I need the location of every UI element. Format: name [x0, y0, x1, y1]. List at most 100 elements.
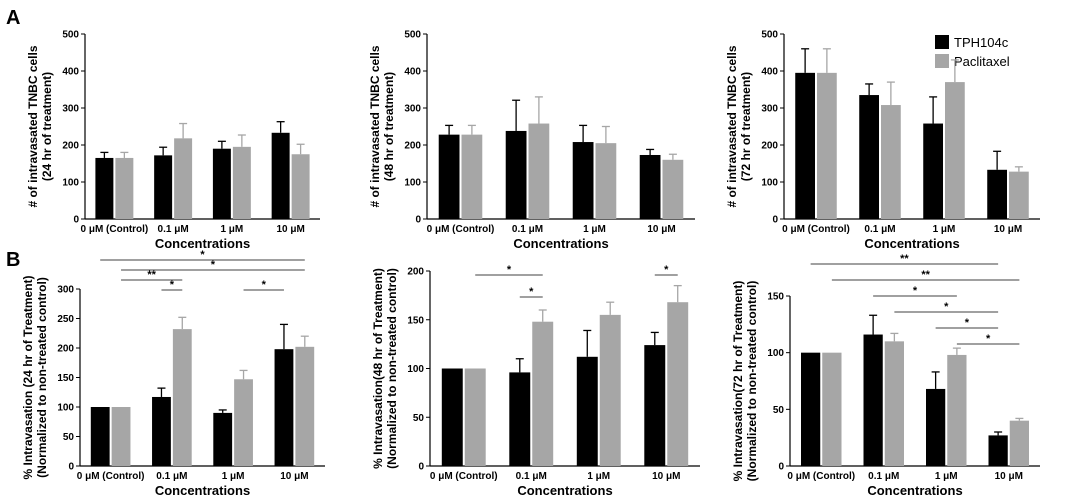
y-tick-label: 200 — [761, 141, 778, 152]
x-tick-label: 0 μM (Control) — [80, 224, 148, 235]
x-tick-label: 0.1 μM — [516, 471, 547, 482]
bar-tph104c-0 — [441, 368, 463, 466]
bar-paclitaxel-0 — [111, 407, 131, 466]
bar-paclitaxel-3 — [291, 154, 310, 219]
legend-swatch-paclitaxel — [935, 54, 949, 68]
y-axis-label: (48 hr of treatment) — [382, 72, 396, 181]
significance-label: * — [170, 279, 175, 291]
bar-tph104c-2 — [572, 142, 594, 219]
y-tick-label: 300 — [761, 104, 778, 115]
bar-tph104c-3 — [987, 169, 1007, 219]
bar-paclitaxel-1 — [172, 329, 192, 466]
bar-tph104c-2 — [923, 123, 943, 219]
significance-label: ** — [147, 269, 156, 281]
y-axis-label: # of intravasated TNBC cells — [725, 45, 739, 207]
y-tick-label: 100 — [404, 178, 421, 189]
significance-label: * — [211, 259, 216, 271]
x-tick-label: 10 μM — [652, 471, 680, 482]
significance-label: ** — [900, 253, 909, 265]
bar-tph104c-0 — [95, 157, 114, 219]
x-tick-label: 1 μM — [583, 224, 606, 235]
x-tick-label: 1 μM — [935, 471, 958, 482]
x-axis-label: Concentrations — [517, 483, 612, 498]
chart-a-48hr: 0 100 200 300 400 500 0 μM (Control) 0.1 μM 1 μM… — [368, 30, 695, 251]
x-tick-label: 0.1 μM — [156, 471, 187, 482]
bar-paclitaxel-2 — [234, 379, 253, 466]
bar-paclitaxel-1 — [881, 105, 901, 219]
bar-paclitaxel-3 — [1009, 171, 1029, 219]
y-tick-label: 400 — [761, 67, 778, 78]
chart-a-72hr: 0 100 200 300 400 500 0 μM (Control) 0.1 μM 1 μM… — [725, 30, 1040, 251]
x-tick-label: 1 μM — [587, 471, 610, 482]
significance-label: * — [262, 279, 267, 291]
bar-tph104c-0 — [801, 352, 821, 466]
y-axis-label: # of intravasated TNBC cells — [368, 45, 382, 207]
y-tick-label: 0 — [68, 462, 74, 473]
chart-a-24hr: 0 100 200 300 400 500 0 μM (Control) 0.1 μM 1 μM… — [26, 30, 320, 251]
y-axis-label: # of intravasated TNBC cells — [26, 45, 40, 207]
bar-paclitaxel-3 — [295, 346, 315, 466]
legend-swatch-tph104c — [935, 35, 949, 49]
bar-tph104c-1 — [152, 396, 171, 466]
y-axis-label: % Intravasation(48 hr of Treatment) — [371, 268, 385, 469]
x-tick-label: 0.1 μM — [868, 471, 899, 482]
y-tick-label: 250 — [57, 314, 74, 325]
x-tick-label: 0.1 μM — [864, 224, 895, 235]
x-tick-label: 0.1 μM — [158, 224, 189, 235]
y-tick-label: 200 — [407, 267, 424, 278]
y-tick-label: 200 — [404, 141, 421, 152]
panel-label-b: B — [6, 249, 20, 271]
x-tick-label: 10 μM — [647, 224, 675, 235]
x-tick-label: 0.1 μM — [512, 224, 543, 235]
y-tick-label: 100 — [57, 403, 74, 414]
bar-paclitaxel-1 — [532, 321, 554, 466]
legend: TPH104c Paclitaxel — [935, 35, 1010, 69]
y-tick-label: 500 — [404, 30, 421, 41]
y-tick-label: 300 — [404, 104, 421, 115]
x-tick-label: 0 μM (Control) — [782, 224, 850, 235]
x-tick-label: 10 μM — [995, 471, 1023, 482]
y-tick-label: 0 — [778, 462, 784, 473]
bar-tph104c-2 — [576, 356, 598, 466]
bar-paclitaxel-0 — [461, 134, 483, 219]
x-tick-label: 10 μM — [276, 224, 304, 235]
y-tick-label: 0 — [73, 215, 79, 226]
x-tick-label: 1 μM — [933, 224, 956, 235]
bar-paclitaxel-2 — [947, 354, 967, 466]
x-axis-label: Concentrations — [155, 236, 250, 251]
y-tick-label: 150 — [767, 292, 784, 303]
bar-tph104c-1 — [863, 334, 883, 466]
x-tick-label: 0 μM (Control) — [787, 471, 855, 482]
y-tick-label: 500 — [761, 30, 778, 41]
chart-b-24hr: 0 50 100 150 200 250 300 0 μM (Control) 0.1 μM 1 … — [21, 249, 325, 498]
y-tick-label: 150 — [407, 315, 424, 326]
y-tick-label: 0 — [418, 462, 424, 473]
y-tick-label: 50 — [773, 405, 785, 416]
bar-tph104c-2 — [926, 388, 946, 466]
bar-tph104c-3 — [274, 349, 294, 466]
y-axis-label: (72 hr of treatment) — [739, 72, 753, 181]
panel-label-a: A — [6, 7, 20, 29]
bar-paclitaxel-2 — [232, 146, 251, 219]
significance-label: * — [664, 264, 669, 276]
significance-label: * — [965, 317, 970, 329]
bar-paclitaxel-2 — [945, 82, 965, 219]
legend-label-tph104c: TPH104c — [954, 35, 1009, 50]
bar-tph104c-3 — [271, 132, 290, 219]
bar-tph104c-2 — [212, 148, 231, 219]
bar-tph104c-0 — [90, 407, 110, 466]
y-tick-label: 50 — [413, 413, 425, 424]
x-tick-label: 10 μM — [994, 224, 1022, 235]
bar-tph104c-3 — [988, 435, 1008, 466]
significance-label: * — [986, 333, 991, 345]
significance-label: * — [507, 264, 512, 276]
x-tick-label: 0 μM (Control) — [77, 471, 145, 482]
bar-tph104c-1 — [505, 130, 527, 219]
y-tick-label: 0 — [772, 215, 778, 226]
y-tick-label: 100 — [767, 348, 784, 359]
bar-tph104c-3 — [639, 154, 661, 219]
x-axis-label: Concentrations — [155, 483, 250, 498]
bar-paclitaxel-0 — [822, 352, 842, 466]
bar-paclitaxel-3 — [1009, 420, 1029, 466]
